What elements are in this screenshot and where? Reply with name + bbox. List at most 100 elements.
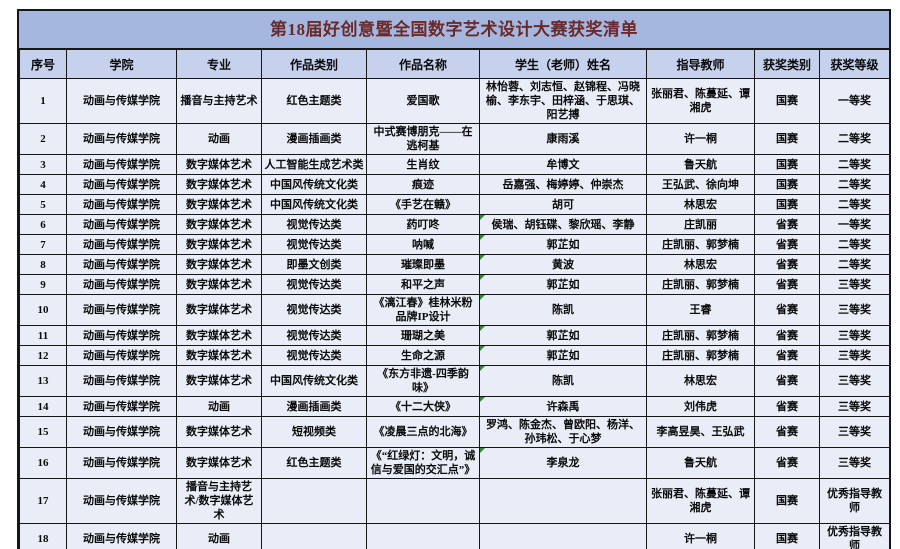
cell-award_level: 三等奖 xyxy=(819,396,890,417)
cell-award_level: 三等奖 xyxy=(819,365,890,397)
cell-advisors: 鲁天航 xyxy=(646,154,755,175)
cell-work: 爱国歌 xyxy=(366,78,480,124)
cell-award_level: 一等奖 xyxy=(819,78,890,124)
table-row: 13 动画与传媒学院 数字媒体艺术 中国风传统文化类 《东方非遗-四季韵味》 陈凯 林思宏省… xyxy=(19,365,890,397)
cell-category: 视觉传达类 xyxy=(261,325,367,346)
cell-advisors: 林思宏 xyxy=(646,194,755,215)
cell-award_level: 二等奖 xyxy=(819,234,890,255)
cell-category: 中国风传统文化类 xyxy=(261,365,367,397)
cell-no: 3 xyxy=(19,154,67,175)
cell-no: 16 xyxy=(19,447,67,479)
cell-students: 岳嘉强、梅婷婷、仲崇杰 xyxy=(479,174,647,195)
header-cell: 作品类别 xyxy=(261,49,367,79)
table-row: 11 动画与传媒学院 数字媒体艺术 视觉传达类 珊瑚之美 郭芷如 庄凯丽、郭梦楠 省赛 三等奖 xyxy=(19,325,890,346)
table-row: 8 动画与传媒学院 数字媒体艺术 即墨文创类 璀璨即墨 黄波 林思宏 省赛 二等奖 xyxy=(19,254,890,275)
cell-college: 动画与传媒学院 xyxy=(66,78,177,124)
cell-major: 数字媒体艺术 xyxy=(176,254,262,275)
cell-major: 数字媒体艺术 xyxy=(176,234,262,255)
cell-major: 数字媒体艺术 xyxy=(176,194,262,215)
cell-category: 中国风传统文化类 xyxy=(261,174,367,195)
table-row: 14 动画与传媒学院 动画 漫画插画类 《十二大侠》 许森禹 刘伟虎 省赛 三等奖 xyxy=(19,396,890,417)
cell-no: 14 xyxy=(19,396,67,417)
table-row: 10 动画与传媒学院 数字媒体艺术 视觉传达类 《漓江春》桂林米粉品牌IP设计 陈凯 王睿省… xyxy=(19,294,890,326)
cell-category: 即墨文创类 xyxy=(261,254,367,275)
table-row: 18 动画与传媒学院 动画 许一桐 国赛 优秀指导教师 xyxy=(19,523,890,549)
cell-work: 中式赛博朋克——在逃柯基 xyxy=(366,123,480,155)
cell-major: 播音与主持艺术/数字媒体艺术 xyxy=(176,478,262,524)
cell-college: 动画与传媒学院 xyxy=(66,254,177,275)
table-row: 4 动画与传媒学院 数字媒体艺术 中国风传统文化类 痕迹 岳嘉强、梅婷婷、仲崇杰 王弘武、徐… xyxy=(19,174,890,195)
cell-category: 视觉传达类 xyxy=(261,274,367,295)
cell-advisors: 刘伟虎 xyxy=(646,396,755,417)
cell-work: 《漓江春》桂林米粉品牌IP设计 xyxy=(366,294,480,326)
cell-college: 动画与传媒学院 xyxy=(66,154,177,175)
cell-award_type: 省赛 xyxy=(754,365,820,397)
cell-category: 视觉传达类 xyxy=(261,214,367,235)
cell-category: 视觉传达类 xyxy=(261,234,367,255)
cell-award_type: 省赛 xyxy=(754,214,820,235)
cell-no: 15 xyxy=(19,416,67,448)
cell-work: 药叮咚 xyxy=(366,214,480,235)
header-cell: 指导教师 xyxy=(646,49,755,79)
cell-award_type: 省赛 xyxy=(754,294,820,326)
cell-students-flagged: 郭芷如 xyxy=(479,345,647,366)
cell-no: 9 xyxy=(19,274,67,295)
cell-award_level: 二等奖 xyxy=(819,154,890,175)
table-row: 7 动画与传媒学院 数字媒体艺术 视觉传达类 呐喊 郭芷如 庄凯丽、郭梦楠 省赛 二等奖 xyxy=(19,234,890,255)
cell-award_type: 省赛 xyxy=(754,396,820,417)
cell-students-flagged: 侯瑞、胡钰碟、黎欣瑶、李静 xyxy=(479,214,647,235)
cell-award_level: 三等奖 xyxy=(819,325,890,346)
cell-no: 11 xyxy=(19,325,67,346)
cell-students: 牟博文 xyxy=(479,154,647,175)
cell-advisors: 庄凯丽、郭梦楠 xyxy=(646,345,755,366)
cell-college: 动画与传媒学院 xyxy=(66,214,177,235)
cell-students-flagged: 许森禹 xyxy=(479,396,647,417)
cell-award_type: 国赛 xyxy=(754,123,820,155)
header-row: 序号 学院 专业 作品类别 作品名称 学生（老师）姓名 指导教师 获奖类别 获奖等级 xyxy=(19,49,890,79)
cell-students xyxy=(479,478,647,524)
cell-award_level: 一等奖 xyxy=(819,214,890,235)
cell-students-flagged: 郭芷如 xyxy=(479,274,647,295)
cell-category: 视觉传达类 xyxy=(261,294,367,326)
cell-advisors: 李高昱昊、王弘武 xyxy=(646,416,755,448)
cell-work: 生命之源 xyxy=(366,345,480,366)
cell-category: 漫画插画类 xyxy=(261,396,367,417)
cell-work: 《东方非遗-四季韵味》 xyxy=(366,365,480,397)
cell-college: 动画与传媒学院 xyxy=(66,274,177,295)
cell-no: 7 xyxy=(19,234,67,255)
cell-work xyxy=(366,523,480,549)
header-cell: 作品名称 xyxy=(366,49,480,79)
cell-award_level: 优秀指导教师 xyxy=(819,478,890,524)
cell-college: 动画与传媒学院 xyxy=(66,174,177,195)
cell-advisors: 庄凯丽 xyxy=(646,214,755,235)
cell-students-flagged: 郭芷如 xyxy=(479,325,647,346)
cell-work: 《十二大侠》 xyxy=(366,396,480,417)
cell-major: 数字媒体艺术 xyxy=(176,294,262,326)
cell-no: 6 xyxy=(19,214,67,235)
cell-college: 动画与传媒学院 xyxy=(66,396,177,417)
table-row: 1 动画与传媒学院 播音与主持艺术 红色主题类 爱国歌 林怡蓉、刘志恒、赵锦程、冯晓榆、李… xyxy=(19,78,890,124)
cell-advisors: 张丽君、陈蔓延、谭湘虎 xyxy=(646,78,755,124)
cell-college: 动画与传媒学院 xyxy=(66,447,177,479)
table-row: 12 动画与传媒学院 数字媒体艺术 视觉传达类 生命之源 郭芷如 庄凯丽、郭梦楠 省赛 三等奖 xyxy=(19,345,890,366)
cell-college: 动画与传媒学院 xyxy=(66,123,177,155)
cell-award_type: 省赛 xyxy=(754,447,820,479)
cell-award_level: 三等奖 xyxy=(819,416,890,448)
cell-major: 数字媒体艺术 xyxy=(176,174,262,195)
cell-college: 动画与传媒学院 xyxy=(66,234,177,255)
cell-students-flagged: 黄波 xyxy=(479,254,647,275)
cell-students-flagged: 李泉龙 xyxy=(479,447,647,479)
cell-college: 动画与传媒学院 xyxy=(66,345,177,366)
cell-no: 10 xyxy=(19,294,67,326)
cell-students-flagged: 陈凯 xyxy=(479,294,647,326)
cell-award_type: 国赛 xyxy=(754,478,820,524)
table-row: 15 动画与传媒学院 数字媒体艺术 短视频类 《凌晨三点的北海》 罗鸿、陈金杰、曾欧阳、杨… xyxy=(19,416,890,448)
cell-award_type: 国赛 xyxy=(754,78,820,124)
cell-no: 1 xyxy=(19,78,67,124)
cell-major: 动画 xyxy=(176,396,262,417)
table-row: 5 动画与传媒学院 数字媒体艺术 中国风传统文化类 《手艺在赣》 胡可 林思宏 国赛 二等奖 xyxy=(19,194,890,215)
cell-award_level: 三等奖 xyxy=(819,447,890,479)
awards-table-container: 第18届好创意暨全国数字艺术设计大赛获奖清单 序号 学院 专业 作品类别 作品名称 学生（… xyxy=(17,9,891,549)
cell-award_type: 省赛 xyxy=(754,234,820,255)
header-cell: 学院 xyxy=(66,49,177,79)
